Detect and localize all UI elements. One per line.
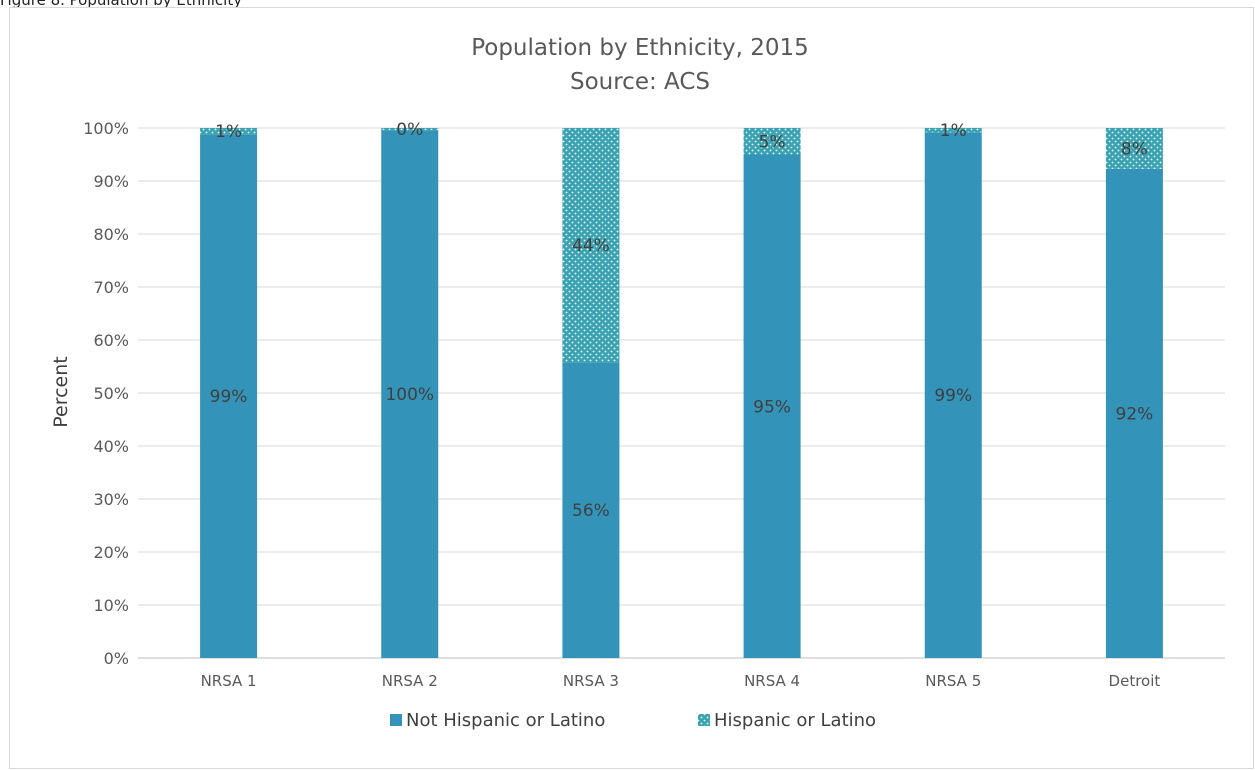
category-label: NRSA 5 <box>925 672 981 690</box>
bar-segment-not-hispanic <box>381 130 439 658</box>
bar-segment-not-hispanic <box>743 154 801 658</box>
gridlines <box>138 127 1225 659</box>
legend: Not Hispanic or Latino Hispanic or Latino <box>390 710 876 731</box>
bar-segment-not-hispanic <box>562 362 620 658</box>
legend-swatch <box>390 714 402 726</box>
bar-segment-not-hispanic <box>1105 168 1163 658</box>
chart-area: Population by Ethnicity, 2015 Source: AC… <box>9 7 1254 769</box>
bar-segment-hispanic <box>1105 128 1163 169</box>
category-label: NRSA 3 <box>563 672 619 690</box>
data-label: 92% <box>1116 404 1154 424</box>
bar-segment-hispanic <box>924 128 982 133</box>
chart-title: Population by Ethnicity, 2015 <box>471 35 809 61</box>
bar-chart: Population by Ethnicity, 2015 Source: AC… <box>50 35 1225 731</box>
data-label: 95% <box>753 397 791 417</box>
bar-segment-not-hispanic <box>200 134 258 659</box>
y-tick-label: 40% <box>93 437 129 456</box>
y-tick-label: 90% <box>93 172 129 191</box>
data-labels: 99% 1% 100% 0% 56% 44% 95% 5% 99% 1% 92% 8% <box>210 120 1154 521</box>
category-label: NRSA 1 <box>201 672 257 690</box>
data-label: 99% <box>934 386 972 406</box>
legend-swatch <box>698 714 710 726</box>
y-tick-label: 10% <box>93 596 129 615</box>
bar-segment-hispanic <box>562 128 620 363</box>
chart-subtitle: Source: ACS <box>570 69 710 95</box>
bar-segment-hispanic <box>743 128 801 155</box>
y-tick-label: 70% <box>93 278 129 297</box>
bar-segment-hispanic <box>200 128 258 135</box>
category-label: Detroit <box>1109 672 1161 690</box>
y-tick-label: 100% <box>83 119 129 138</box>
data-label: 100% <box>385 385 434 405</box>
bar-segment-not-hispanic <box>924 132 982 658</box>
data-label: 8% <box>1121 139 1148 159</box>
data-label: 44% <box>572 236 610 256</box>
y-tick-label: 50% <box>93 384 129 403</box>
figure-caption: Figure 8. Population by Ethnicity <box>0 0 243 9</box>
data-label: 1% <box>215 122 242 142</box>
category-label: NRSA 4 <box>744 672 800 690</box>
data-label: 99% <box>210 387 248 407</box>
legend-label: Not Hispanic or Latino <box>406 710 605 731</box>
data-label: 56% <box>572 501 610 521</box>
data-label: 0% <box>396 120 423 140</box>
legend-label: Hispanic or Latino <box>714 710 876 731</box>
data-label: 1% <box>940 121 967 141</box>
x-axis-categories: NRSA 1 NRSA 2 NRSA 3 NRSA 4 NRSA 5 Detroit <box>201 672 1161 690</box>
bars <box>200 128 1163 659</box>
y-tick-label: 30% <box>93 490 129 509</box>
y-axis-ticks: 0% 10% 20% 30% 40% 50% 60% 70% 80% 90% 100% <box>83 119 129 668</box>
y-tick-label: 20% <box>93 543 129 562</box>
data-label: 5% <box>759 132 786 152</box>
y-tick-label: 80% <box>93 225 129 244</box>
bar-segment-hispanic <box>381 128 439 131</box>
y-axis-title: Percent <box>50 356 72 428</box>
category-label: NRSA 2 <box>382 672 438 690</box>
y-tick-label: 0% <box>104 649 129 668</box>
y-tick-label: 60% <box>93 331 129 350</box>
